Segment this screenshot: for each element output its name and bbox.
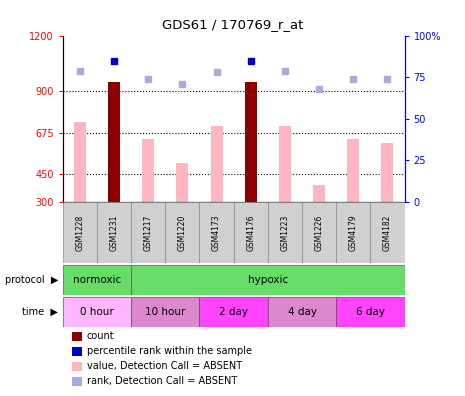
Text: GSM1228: GSM1228 [75,215,84,251]
Bar [336,202,370,263]
Text: count: count [87,331,114,341]
Text: GDS61 / 170769_r_at: GDS61 / 170769_r_at [162,18,303,31]
Bar [131,265,405,295]
Bar [108,82,120,202]
Bar [74,122,86,202]
Bar [142,139,154,202]
Bar [63,265,131,295]
Bar [347,139,359,202]
Bar [176,163,188,202]
Bar [279,126,291,202]
Bar [268,297,336,327]
Bar [336,297,405,327]
Bar [199,202,233,263]
Text: GSM1231: GSM1231 [110,215,119,251]
Bar [233,202,268,263]
Text: 6 day: 6 day [356,307,385,317]
Text: 10 hour: 10 hour [145,307,186,317]
Bar [268,202,302,263]
Bar [370,202,405,263]
Text: 4 day: 4 day [287,307,317,317]
Text: GSM4173: GSM4173 [212,214,221,251]
Text: normoxic: normoxic [73,275,121,285]
Text: GSM1220: GSM1220 [178,215,187,251]
Text: GSM4176: GSM4176 [246,214,255,251]
Bar [165,202,199,263]
Text: 2 day: 2 day [219,307,248,317]
Text: rank, Detection Call = ABSENT: rank, Detection Call = ABSENT [87,376,237,386]
Text: percentile rank within the sample: percentile rank within the sample [87,346,252,356]
Text: GSM1217: GSM1217 [144,215,153,251]
Text: GSM1223: GSM1223 [280,215,289,251]
Bar [131,297,199,327]
Bar [199,297,268,327]
Bar [302,202,336,263]
Text: GSM4182: GSM4182 [383,215,392,251]
Text: value, Detection Call = ABSENT: value, Detection Call = ABSENT [87,361,242,371]
Text: GSM4179: GSM4179 [349,214,358,251]
Text: time  ▶: time ▶ [22,307,58,317]
Text: GSM1226: GSM1226 [315,215,324,251]
Text: hypoxic: hypoxic [248,275,288,285]
Bar [131,202,165,263]
Bar [313,185,325,202]
Bar [211,126,223,202]
Bar [97,202,131,263]
Bar [245,82,257,202]
Bar [63,297,131,327]
Text: 0 hour: 0 hour [80,307,114,317]
Text: protocol  ▶: protocol ▶ [5,275,58,285]
Bar [381,143,393,202]
Bar [63,202,97,263]
